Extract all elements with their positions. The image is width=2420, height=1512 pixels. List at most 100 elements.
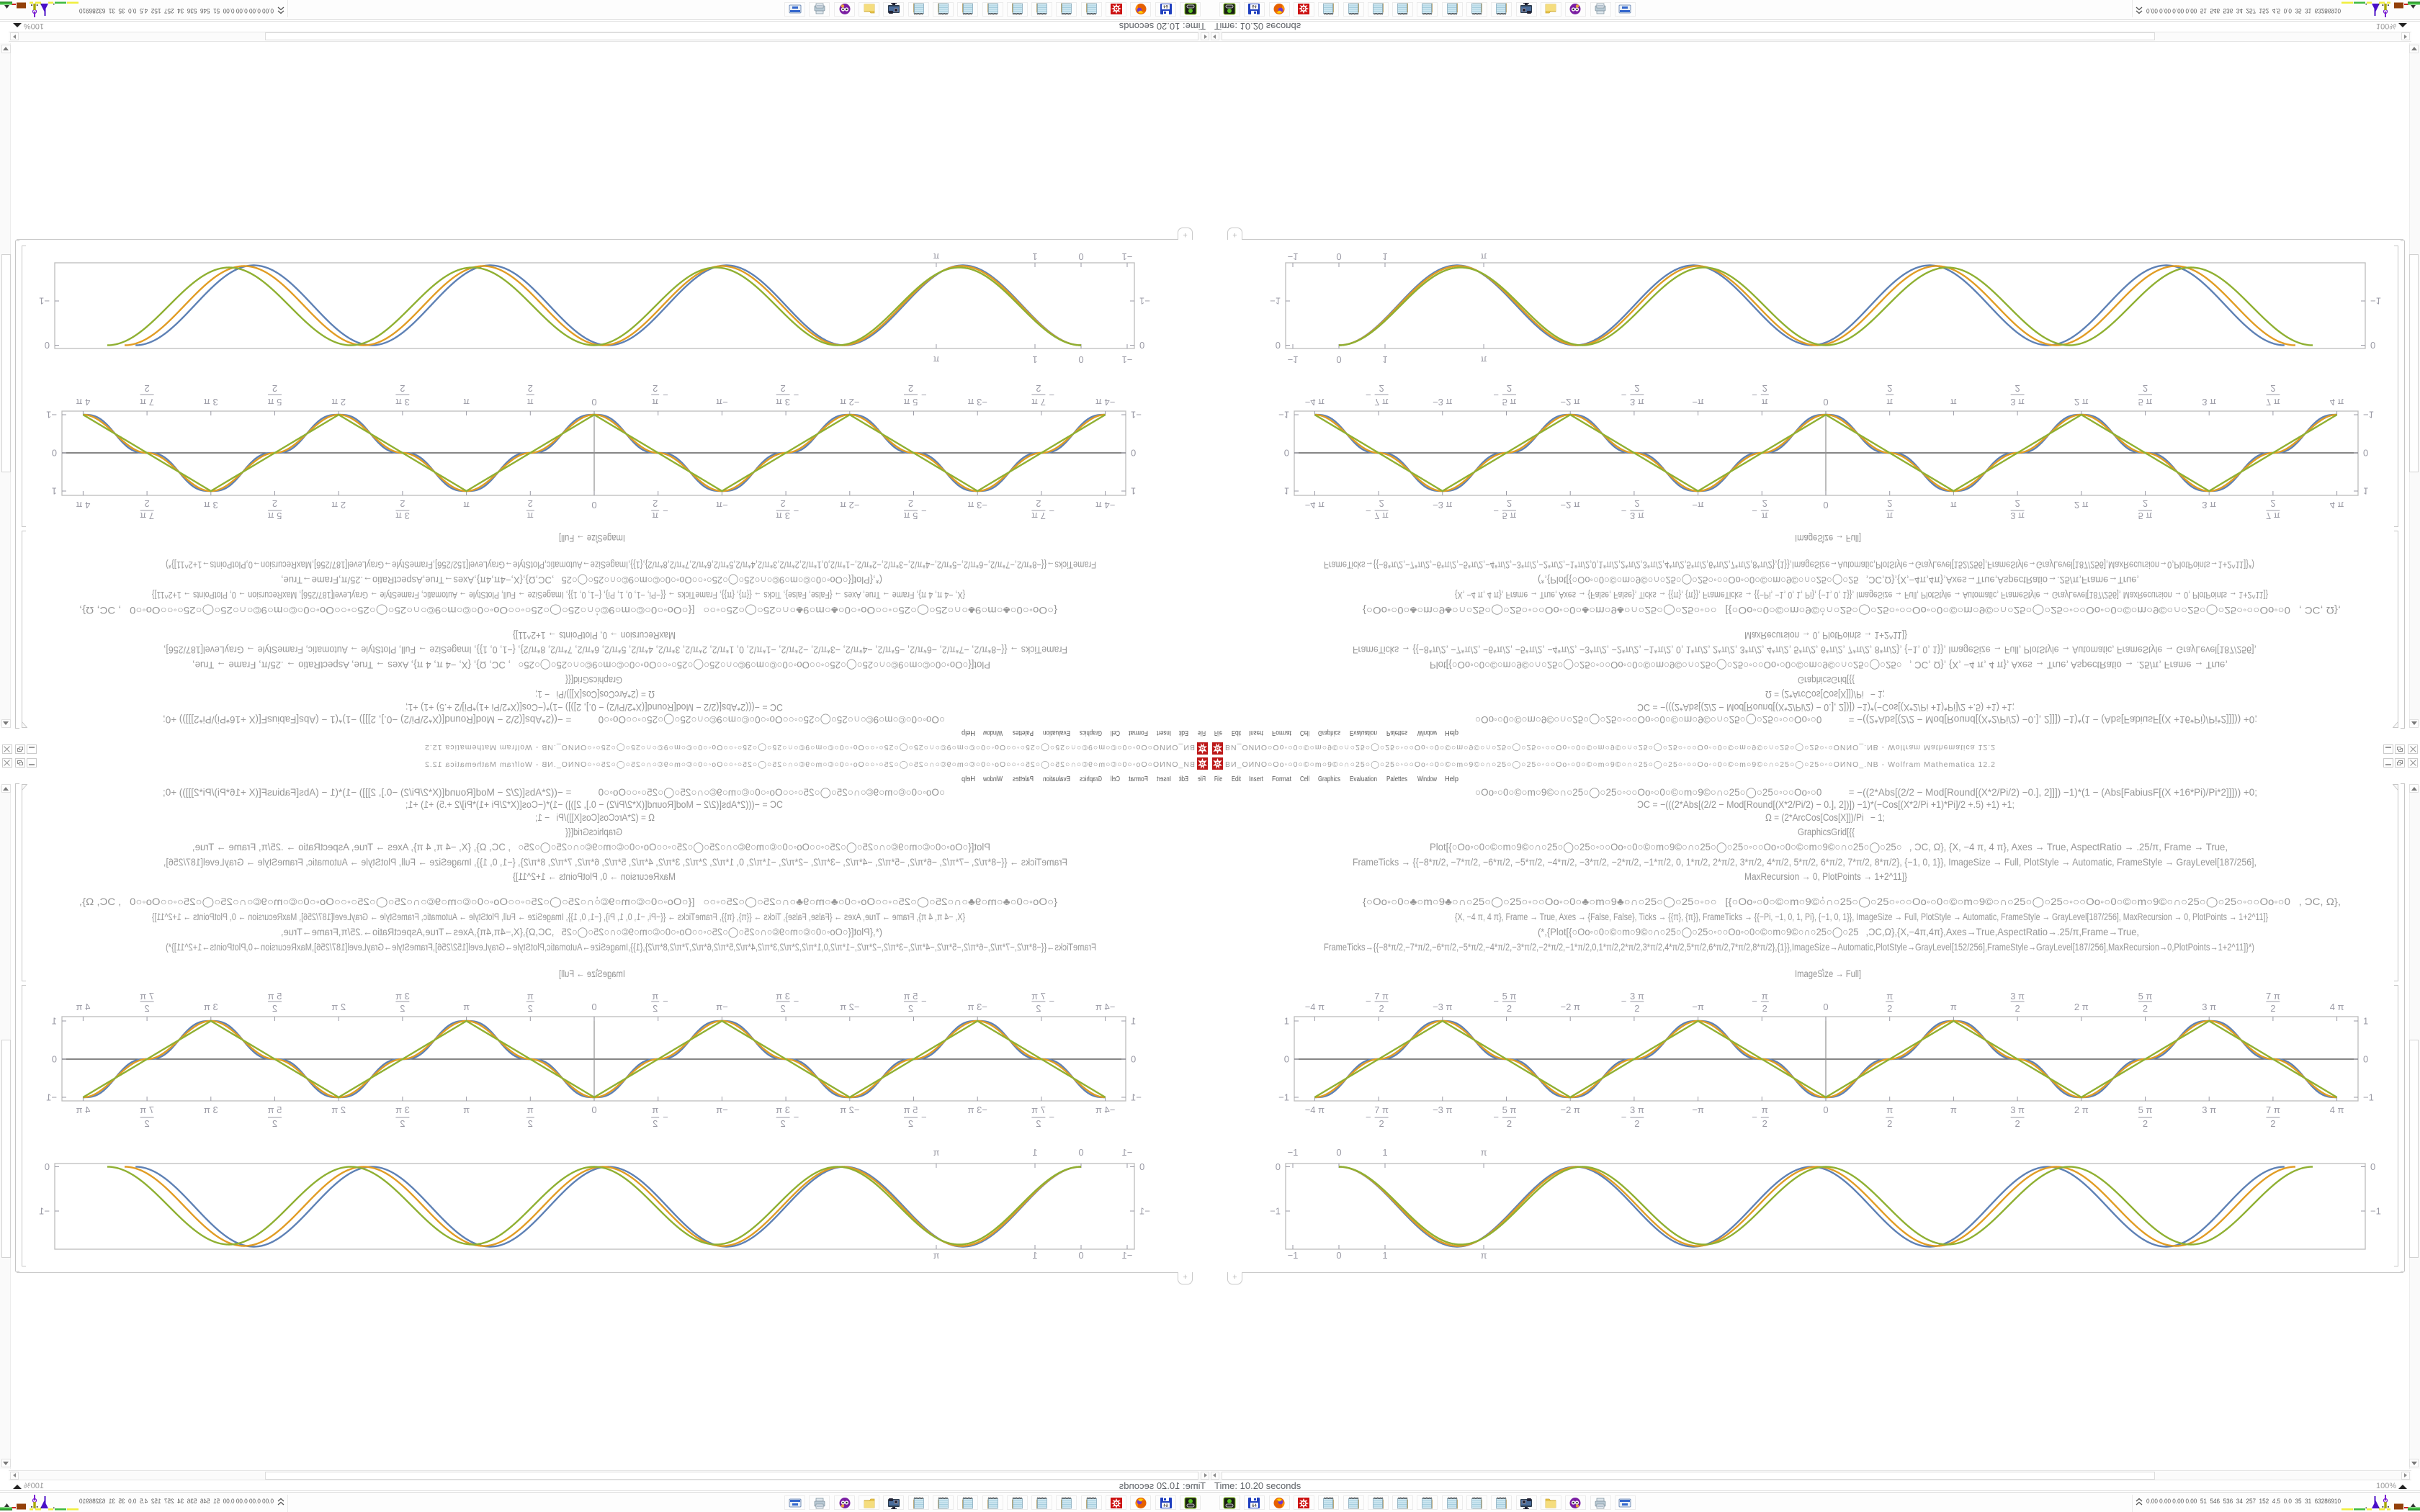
- svg-text:2: 2: [1036, 498, 1041, 509]
- svg-text:7 π: 7 π: [2266, 510, 2280, 521]
- svg-text:1: 1: [1382, 354, 1387, 365]
- svg-text:1: 1: [1032, 1147, 1037, 1158]
- svg-text:7 π: 7 π: [2266, 1104, 2280, 1115]
- svg-text:−4 π: −4 π: [1305, 1104, 1325, 1115]
- svg-text:−: −: [794, 505, 799, 516]
- svg-text:−: −: [921, 1112, 927, 1122]
- svg-text:2: 2: [1887, 1118, 1892, 1129]
- svg-text:2 π: 2 π: [2074, 397, 2089, 408]
- svg-text:π: π: [1762, 397, 1768, 408]
- svg-text:−1: −1: [1122, 354, 1133, 365]
- svg-text:1: 1: [2363, 486, 2368, 497]
- svg-text:7 π: 7 π: [2266, 397, 2280, 408]
- svg-text:−: −: [1049, 390, 1054, 400]
- svg-text:3 π: 3 π: [776, 1104, 790, 1115]
- svg-text:2: 2: [2015, 498, 2020, 509]
- svg-text:2: 2: [2270, 1003, 2275, 1014]
- svg-text:7 π: 7 π: [1031, 991, 1046, 1002]
- svg-text:−2 π: −2 π: [840, 397, 859, 408]
- svg-text:π: π: [933, 1250, 939, 1261]
- svg-text:5 π: 5 π: [268, 1104, 282, 1115]
- svg-text:2: 2: [1379, 1118, 1384, 1129]
- svg-text:0: 0: [1823, 1002, 1828, 1012]
- svg-text:2: 2: [1762, 1003, 1767, 1014]
- svg-text:2: 2: [2270, 1118, 2275, 1129]
- svg-text:5 π: 5 π: [2138, 397, 2153, 408]
- svg-text:−3 π: −3 π: [967, 1002, 987, 1012]
- svg-text:2: 2: [1507, 1003, 1512, 1014]
- svg-text:1: 1: [52, 1016, 57, 1027]
- svg-text:7 π: 7 π: [140, 991, 154, 1002]
- svg-text:0: 0: [1336, 251, 1341, 262]
- svg-text:1: 1: [2363, 1016, 2368, 1027]
- svg-text:0: 0: [1078, 354, 1083, 365]
- svg-text:2: 2: [908, 1118, 913, 1129]
- svg-text:2: 2: [528, 1003, 533, 1014]
- svg-text:−1: −1: [46, 410, 57, 420]
- svg-text:π: π: [463, 397, 470, 408]
- svg-text:2: 2: [144, 383, 149, 394]
- svg-text:−: −: [794, 390, 799, 400]
- svg-text:π: π: [652, 397, 658, 408]
- svg-text:−: −: [1752, 505, 1757, 516]
- svg-text:3 π: 3 π: [776, 510, 790, 521]
- svg-text:−: −: [1621, 996, 1627, 1007]
- svg-text:−4 π: −4 π: [1305, 397, 1325, 408]
- svg-text:−4 π: −4 π: [1305, 1002, 1325, 1012]
- svg-text:−: −: [663, 390, 668, 400]
- svg-text:0: 0: [2370, 340, 2375, 351]
- svg-text:−3 π: −3 π: [967, 500, 987, 510]
- svg-text:−1: −1: [1270, 296, 1281, 307]
- svg-text:0: 0: [52, 1054, 57, 1065]
- svg-text:0: 0: [591, 397, 596, 408]
- svg-text:−: −: [1366, 996, 1371, 1007]
- svg-text:1: 1: [1382, 1250, 1387, 1261]
- svg-text:3 π: 3 π: [204, 500, 218, 510]
- svg-text:7 π: 7 π: [1031, 510, 1046, 521]
- svg-text:−: −: [663, 505, 668, 516]
- svg-text:−: −: [663, 1112, 668, 1122]
- svg-text:0: 0: [1276, 340, 1281, 351]
- svg-text:−3 π: −3 π: [967, 1104, 987, 1115]
- svg-text:0: 0: [1336, 354, 1341, 365]
- svg-text:5 π: 5 π: [1502, 991, 1517, 1002]
- svg-text:π: π: [1886, 991, 1893, 1002]
- svg-text:2: 2: [272, 1118, 277, 1129]
- svg-text:2: 2: [653, 383, 658, 394]
- svg-text:5 π: 5 π: [1502, 510, 1517, 521]
- svg-text:−4 π: −4 π: [1095, 500, 1115, 510]
- svg-text:−: −: [663, 996, 668, 1007]
- svg-text:2: 2: [653, 1003, 658, 1014]
- svg-text:−: −: [1621, 1112, 1627, 1122]
- svg-text:1: 1: [1382, 251, 1387, 262]
- svg-text:64: 64: [1162, 1504, 1168, 1508]
- svg-text:2: 2: [528, 1118, 533, 1129]
- svg-text:−4 π: −4 π: [1095, 1104, 1115, 1115]
- svg-text:1: 1: [52, 486, 57, 497]
- svg-text:7 π: 7 π: [140, 510, 154, 521]
- svg-text:−π: −π: [1692, 1104, 1704, 1115]
- svg-text:1: 1: [1032, 1250, 1037, 1261]
- svg-text:2: 2: [1379, 498, 1384, 509]
- svg-text:−1: −1: [39, 1206, 50, 1217]
- svg-text:−: −: [794, 996, 799, 1007]
- svg-text:2: 2: [1762, 498, 1767, 509]
- svg-text:3 π: 3 π: [1630, 397, 1644, 408]
- svg-text:2: 2: [1507, 383, 1512, 394]
- svg-text:0: 0: [1078, 251, 1083, 262]
- svg-text:2: 2: [653, 1118, 658, 1129]
- svg-text:−: −: [1049, 996, 1054, 1007]
- svg-text:2 π: 2 π: [2074, 500, 2089, 510]
- svg-text:3 π: 3 π: [2010, 991, 2025, 1002]
- svg-text:−π: −π: [716, 1002, 728, 1012]
- svg-text:−4 π: −4 π: [1305, 500, 1325, 510]
- svg-text:3 π: 3 π: [1630, 510, 1644, 521]
- svg-text:0: 0: [2363, 1054, 2368, 1065]
- svg-text:64: 64: [1252, 4, 1257, 8]
- svg-text:1: 1: [1032, 251, 1037, 262]
- svg-text:−1: −1: [1122, 1147, 1133, 1158]
- svg-text:−: −: [921, 505, 927, 516]
- svg-text:2 π: 2 π: [331, 1104, 346, 1115]
- svg-text:2: 2: [1507, 498, 1512, 509]
- svg-text:−2 π: −2 π: [840, 1104, 859, 1115]
